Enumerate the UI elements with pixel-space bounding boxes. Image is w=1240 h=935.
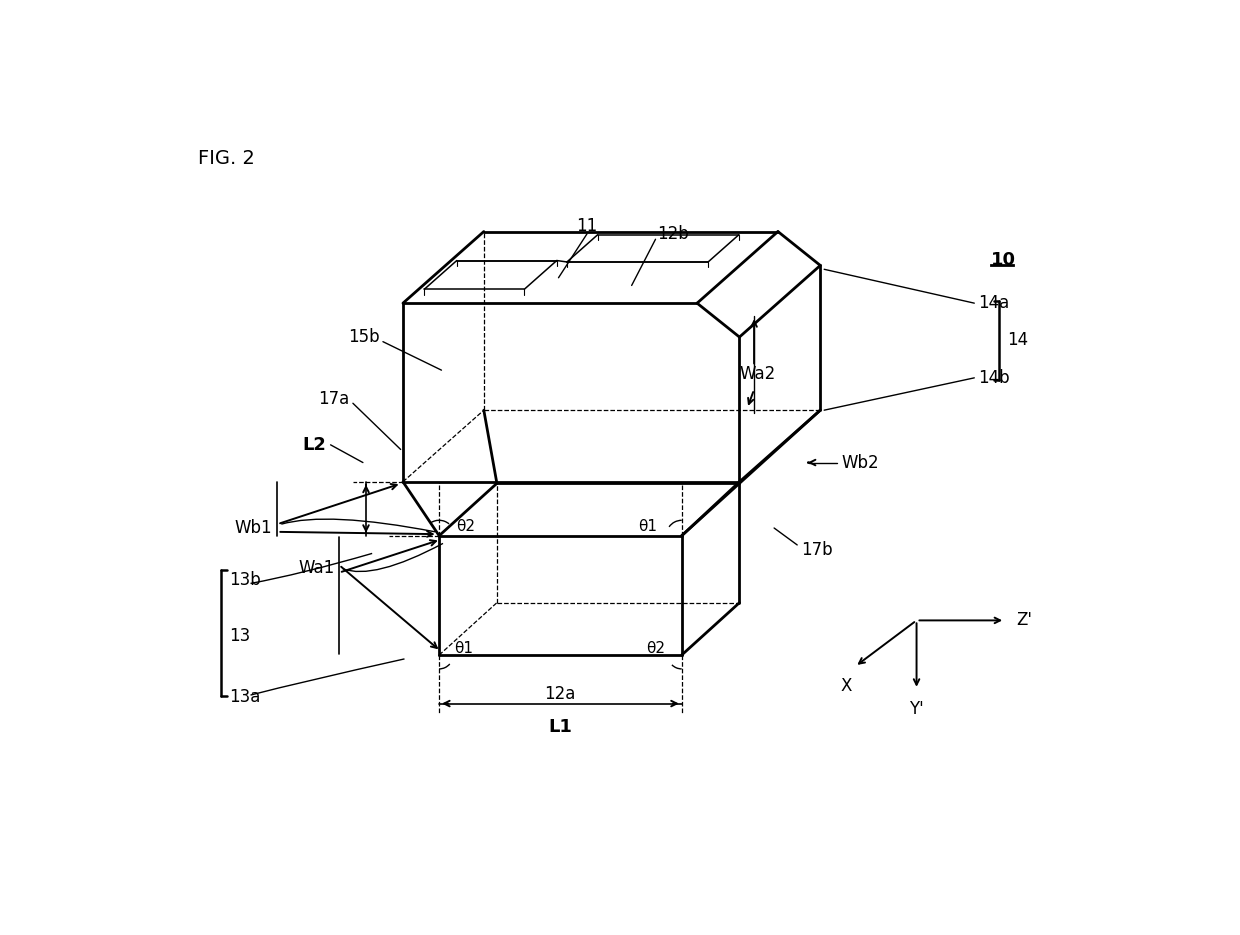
Text: 11: 11 [577, 217, 598, 236]
Text: 13a: 13a [229, 688, 260, 707]
Text: 15b: 15b [348, 328, 379, 346]
Text: 17a: 17a [317, 390, 350, 408]
Text: 14: 14 [1007, 331, 1028, 349]
Text: θ2: θ2 [646, 641, 665, 656]
Text: Wb1: Wb1 [234, 519, 272, 537]
Text: 10: 10 [991, 251, 1017, 269]
Text: FIG. 2: FIG. 2 [198, 150, 255, 168]
Text: Wb2: Wb2 [842, 453, 879, 471]
Text: X: X [839, 677, 852, 696]
Text: 17b: 17b [801, 540, 833, 558]
Text: Wa1: Wa1 [299, 559, 335, 577]
Text: θ1: θ1 [639, 519, 657, 534]
Text: Y': Y' [909, 700, 924, 718]
Text: Z': Z' [1016, 611, 1032, 629]
Text: 12a: 12a [544, 684, 575, 702]
Text: θ2: θ2 [456, 519, 475, 534]
Text: 14b: 14b [978, 368, 1009, 387]
Text: Wa2: Wa2 [739, 365, 776, 383]
Text: 14a: 14a [978, 295, 1009, 312]
Text: 13b: 13b [229, 571, 260, 589]
Text: L2: L2 [303, 436, 326, 453]
Text: θ1: θ1 [455, 641, 474, 656]
Text: 12b: 12b [657, 224, 688, 243]
Text: 13: 13 [229, 626, 250, 645]
Text: L1: L1 [548, 718, 572, 736]
